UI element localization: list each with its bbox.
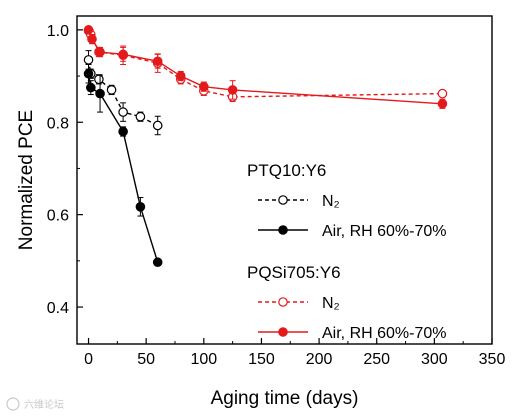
x-tick-label: 50	[137, 351, 155, 368]
data-point	[437, 88, 448, 99]
plot-frame	[76, 15, 493, 345]
legend-group-title: PQSi705:Y6	[247, 263, 341, 282]
series-line	[87, 73, 159, 263]
data-point	[135, 111, 146, 122]
x-tick-label: 0	[84, 351, 93, 368]
data-point	[118, 107, 128, 117]
legend-marker	[278, 297, 288, 307]
legend: PTQ10:Y6 N₂ Air, RH 60%-70% PQSi705:Y6 N₂ Air…	[247, 161, 447, 342]
y-axis-label: Normalized PCE	[16, 110, 37, 250]
data-point	[175, 71, 186, 81]
x-tick-label: 350	[479, 351, 506, 368]
legend-group-2: PQSi705:Y6 N₂ Air, RH 60%-70%	[247, 263, 447, 342]
series-2	[83, 64, 163, 268]
axis-ticks: 0 50 100 150 200 250 300 350 0.4 0.6 0.8 1.0	[47, 23, 506, 368]
x-tick-label: 300	[421, 351, 448, 368]
series-3	[83, 25, 448, 102]
data-point	[83, 55, 94, 65]
watermark: 六维论坛	[6, 397, 64, 411]
legend-group-title: PTQ10:Y6	[247, 161, 326, 180]
legend-label: N₂	[322, 193, 340, 210]
series-line	[87, 29, 443, 105]
series-4	[83, 25, 448, 109]
y-tick-label: 0.8	[47, 115, 69, 132]
legend-label: Air, RH 60%-70%	[322, 223, 447, 240]
data-point	[106, 85, 117, 95]
data-point	[83, 25, 94, 35]
data-point	[86, 82, 96, 93]
y-tick-label: 1.0	[47, 23, 69, 40]
legend-group-1: PTQ10:Y6 N₂ Air, RH 60%-70%	[247, 161, 447, 240]
legend-marker	[278, 195, 288, 205]
series-line	[87, 30, 443, 98]
data-point	[199, 81, 209, 92]
x-tick-label: 100	[190, 351, 217, 368]
legend-marker	[278, 225, 288, 235]
legend-item: Air, RH 60%-70%	[258, 223, 447, 240]
x-tick-label: 250	[363, 351, 390, 368]
legend-item: Air, RH 60%-70%	[258, 325, 447, 342]
data-point	[227, 85, 238, 95]
data-point	[152, 120, 163, 131]
data-point	[152, 257, 163, 268]
svg-text:六维论坛: 六维论坛	[24, 398, 64, 411]
data-point	[135, 201, 146, 212]
data-point	[437, 98, 448, 109]
series-layer	[83, 25, 448, 268]
data-point	[118, 126, 128, 137]
data-point	[118, 49, 128, 60]
legend-label: N₂	[322, 295, 340, 312]
legend-marker	[278, 327, 288, 337]
data-point	[95, 88, 105, 99]
data-point	[87, 34, 97, 44]
legend-item: N₂	[258, 193, 340, 210]
data-point	[95, 47, 105, 57]
legend-label: Air, RH 60%-70%	[322, 325, 447, 342]
y-tick-label: 0.4	[47, 300, 69, 317]
data-point	[152, 56, 163, 67]
x-tick-label: 200	[306, 351, 333, 368]
y-tick-label: 0.6	[47, 208, 69, 225]
data-point	[83, 68, 94, 79]
x-axis-label: Aging time (days)	[211, 388, 359, 409]
legend-item: N₂	[258, 295, 340, 312]
data-point	[94, 74, 104, 85]
x-tick-label: 150	[248, 351, 275, 368]
